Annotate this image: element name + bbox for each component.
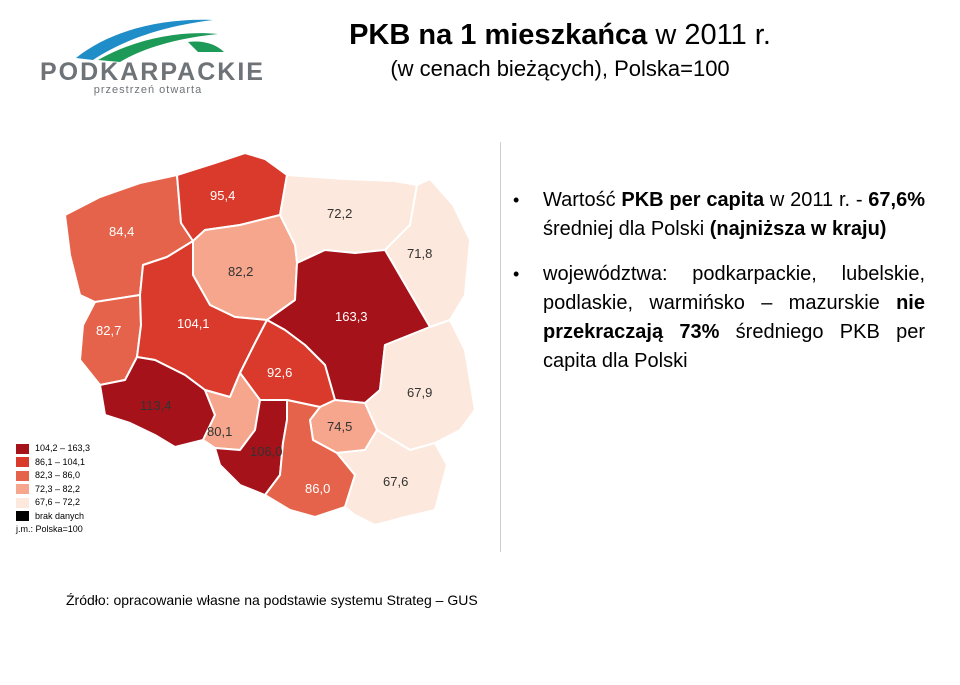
- region-podkarpackie: [336, 429, 448, 526]
- bullet-text: nie przekraczają 73%: [543, 292, 925, 343]
- map-label-slaskie: 106,0: [250, 444, 283, 459]
- map-label-mazowieckie: 163,3: [335, 309, 368, 324]
- region-malopolskie: [264, 399, 356, 518]
- map-legend: 104,2 – 163,3 86,1 – 104,1 82,3 – 86,0 72,3…: [16, 442, 90, 534]
- region-podlaskie: [384, 178, 471, 328]
- logo-name: PODKARPACKIE: [40, 58, 265, 86]
- bullet-text: 67,6%: [868, 189, 926, 211]
- legend-swatch: [16, 470, 29, 481]
- map-label-wielkopolskie: 104,1: [177, 316, 210, 331]
- logo-podkarpackie: PODKARPACKIE przestrzeń otwarta: [38, 12, 265, 97]
- source-note: Źródło: opracowanie własne na podstawie …: [66, 592, 478, 608]
- map-label-opolskie: 80,1: [207, 424, 232, 439]
- divider: [500, 142, 501, 552]
- legend-label: 86,1 – 104,1: [35, 456, 86, 467]
- legend-label: 82,3 – 86,0: [35, 470, 81, 480]
- legend-label: 67,6 – 72,2: [35, 497, 81, 507]
- title-year: w 2011 r.: [647, 19, 771, 51]
- logo-tagline: przestrzeń otwarta: [93, 84, 203, 96]
- legend-unit: j.m.: Polska=100: [16, 524, 83, 534]
- bullet-item-2: województwa: podkarpackie, lubelskie, po…: [513, 260, 925, 376]
- legend-swatch: [16, 511, 29, 522]
- map-label-lodzkie: 92,6: [267, 365, 292, 380]
- legend-swatch: [16, 497, 29, 508]
- map-label-podkarpackie: 67,6: [383, 474, 408, 489]
- map-label-kujawsko-pomorskie: 82,2: [228, 264, 253, 279]
- voivodeship-map: 84,4 95,4 72,2 71,8 82,2 82,7 104,1 163,…: [64, 152, 476, 526]
- map-label-podlaskie: 71,8: [407, 246, 432, 261]
- legend-label: 72,3 – 82,2: [35, 483, 81, 494]
- map-label-malopolskie: 86,0: [305, 481, 330, 496]
- legend-item: 72,3 – 82,2: [16, 483, 90, 497]
- map-label-zachodniopomorskie: 84,4: [109, 224, 134, 239]
- legend-item: 67,6 – 72,2: [16, 496, 90, 510]
- bullet-text: (najniższa w kraju): [709, 218, 887, 240]
- map-label-pomorskie: 95,4: [210, 188, 235, 203]
- bullet-text: w 2011 r. -: [764, 189, 869, 211]
- bullet-list: Wartość PKB per capita w 2011 r. - 67,6%…: [513, 186, 925, 392]
- legend-swatch: [16, 457, 29, 468]
- bullet-text: średniego PKB per capita dla Polski: [543, 321, 925, 372]
- bullet-text: Wartość: [543, 189, 622, 211]
- legend-swatch: [16, 443, 29, 454]
- bullet-text: średniej dla Polski: [543, 218, 710, 240]
- title-bold: PKB na 1 mieszkańca: [349, 19, 648, 51]
- bullet-text: województwa: podkarpackie, lubelskie, po…: [543, 263, 925, 314]
- map-label-warminsko-mazurskie: 72,2: [327, 206, 352, 221]
- page-title: PKB na 1 mieszkańca w 2011 r.: [300, 18, 820, 52]
- map-label-lubelskie: 67,9: [407, 385, 432, 400]
- bullet-item-1: Wartość PKB per capita w 2011 r. - 67,6%…: [513, 186, 925, 244]
- legend-label: brak danych: [35, 510, 85, 521]
- legend-item: 86,1 – 104,1: [16, 456, 90, 470]
- logo-swoosh-icon: [76, 19, 224, 62]
- legend-item: 82,3 – 86,0: [16, 469, 90, 483]
- legend-swatch: [16, 484, 29, 495]
- page-subtitle: (w cenach bieżących), Polska=100: [390, 56, 730, 81]
- legend-item: brak danych: [16, 510, 90, 524]
- map-label-swietokrzyskie: 74,5: [327, 419, 352, 434]
- map-label-lubuskie: 82,7: [96, 323, 121, 338]
- legend-item: 104,2 – 163,3: [16, 442, 90, 456]
- legend-label: 104,2 – 163,3: [35, 443, 91, 453]
- map-label-dolnoslaskie: 113,4: [140, 398, 172, 413]
- bullet-text: PKB per capita: [621, 189, 765, 211]
